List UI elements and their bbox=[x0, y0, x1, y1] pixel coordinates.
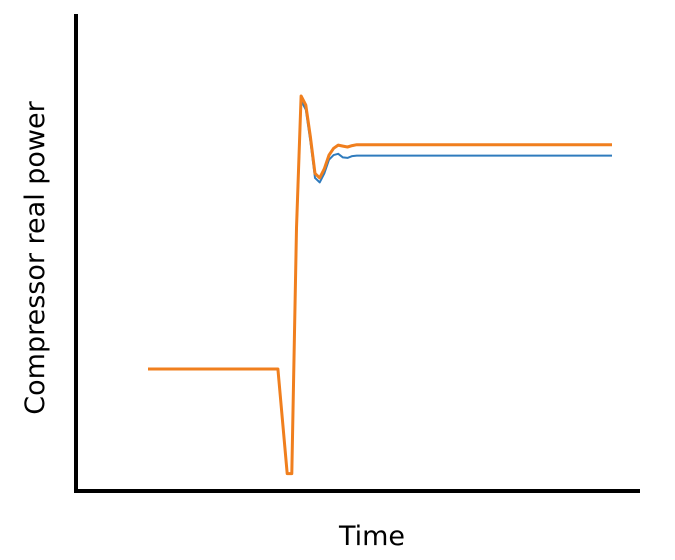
series-line-2 bbox=[148, 94, 612, 476]
y-axis-label: Compressor real power bbox=[20, 100, 51, 414]
series-line-1 bbox=[148, 99, 612, 475]
x-axis-label: Time bbox=[338, 521, 405, 552]
series-layer bbox=[148, 94, 612, 476]
